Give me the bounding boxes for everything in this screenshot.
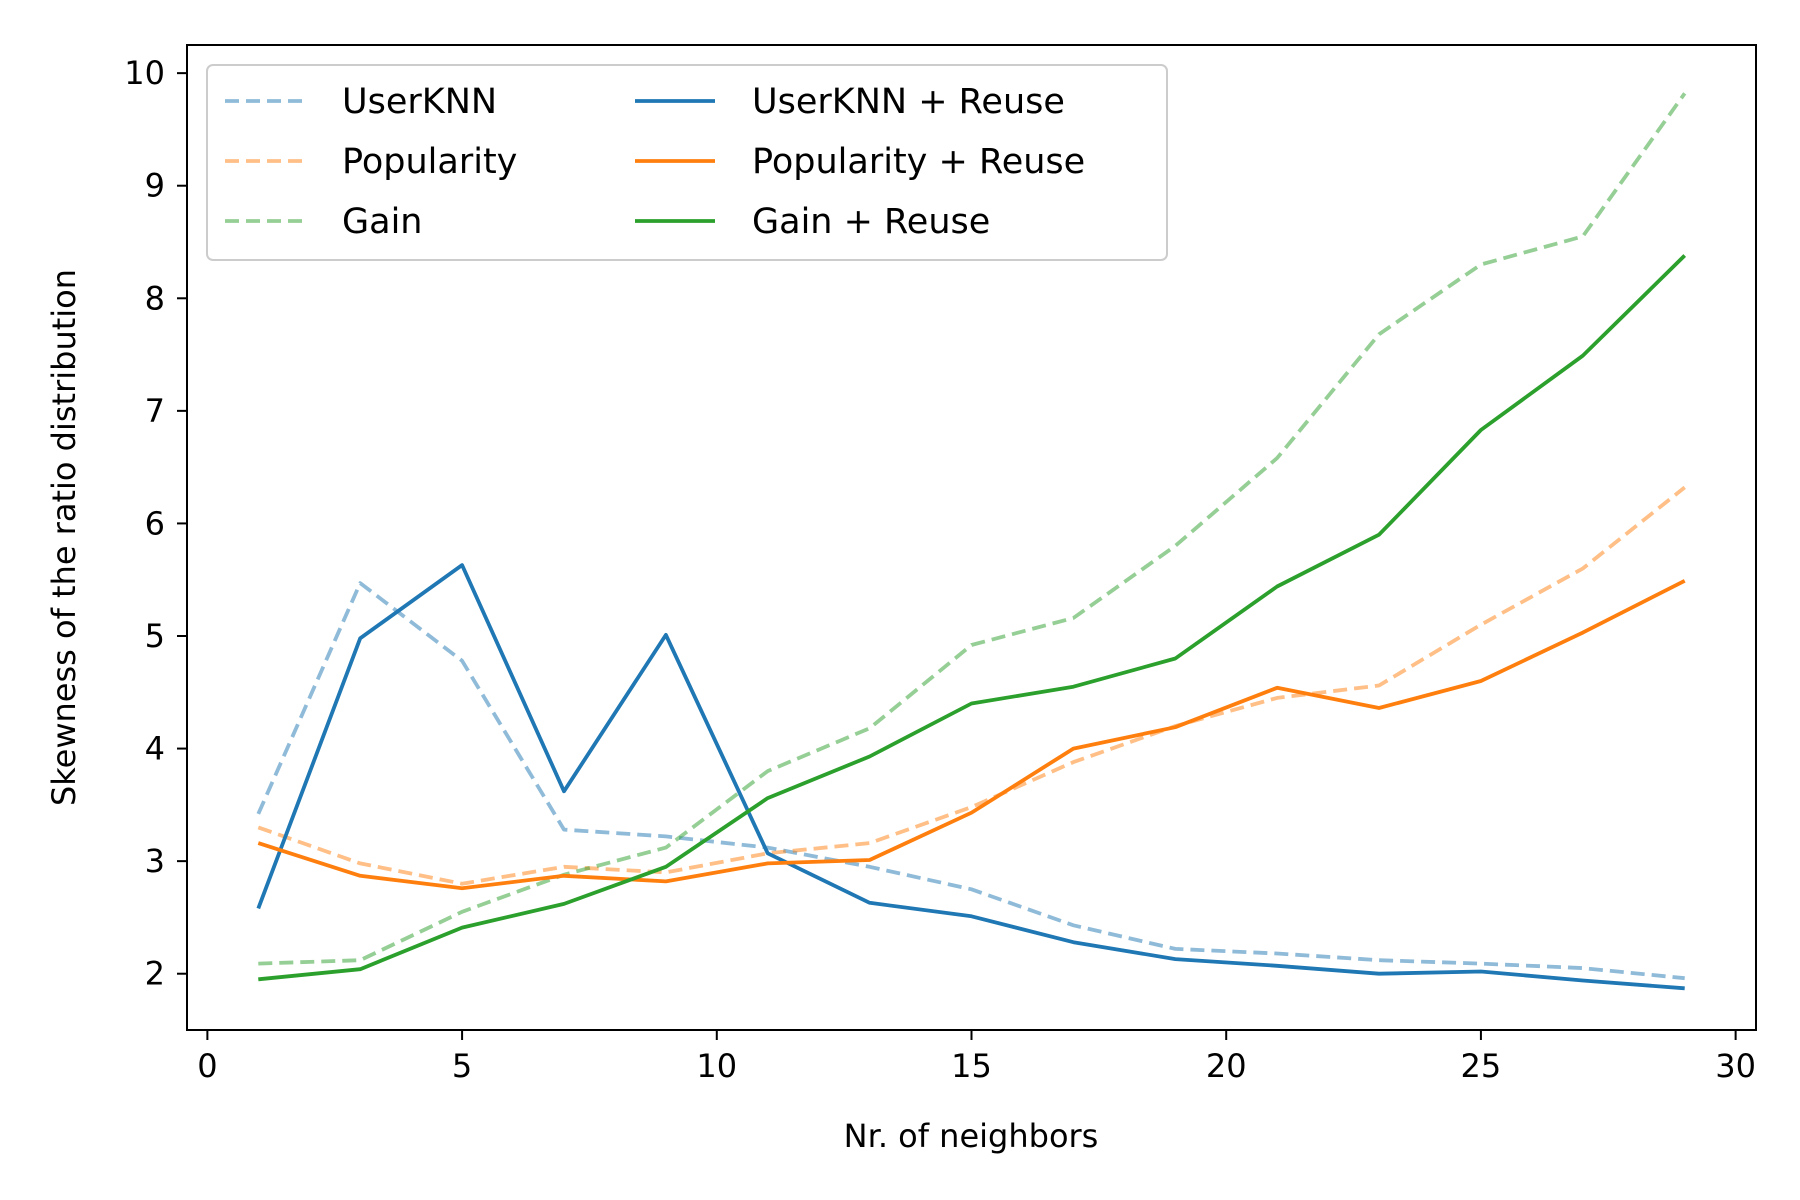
legend-label-2: Gain bbox=[342, 202, 422, 242]
x-tick-label: 15 bbox=[951, 1047, 992, 1085]
legend-label-1: Popularity bbox=[342, 142, 517, 182]
series-line-0 bbox=[256, 581, 1685, 981]
x-tick-label: 20 bbox=[1206, 1047, 1247, 1085]
x-tick-label: 5 bbox=[452, 1047, 472, 1085]
y-tick-label: 8 bbox=[145, 279, 165, 317]
y-tick-label: 9 bbox=[145, 167, 165, 205]
x-tick-label: 10 bbox=[696, 1047, 737, 1085]
x-tick-label: 25 bbox=[1461, 1047, 1502, 1085]
series-line-5 bbox=[258, 254, 1687, 982]
legend-label-5: Gain + Reuse bbox=[752, 202, 990, 242]
series-line-4 bbox=[257, 579, 1686, 891]
y-tick-label: 5 bbox=[145, 617, 165, 655]
y-tick-label: 6 bbox=[145, 504, 165, 542]
series-line-2 bbox=[258, 92, 1687, 966]
series-line-3 bbox=[256, 563, 1685, 991]
legend: UserKNN Popularity Gain UserKNN + Reuse Popu… bbox=[206, 64, 1168, 261]
series-layer bbox=[256, 92, 1687, 991]
legend-label-3: UserKNN + Reuse bbox=[752, 82, 1065, 122]
x-tick-label: 30 bbox=[1715, 1047, 1756, 1085]
y-tick-label: 7 bbox=[145, 392, 165, 430]
y-axis: 2 3 4 5 6 7 8 9 10 bbox=[124, 54, 187, 993]
y-tick-label: 10 bbox=[124, 54, 165, 92]
legend-label-0: UserKNN bbox=[342, 82, 497, 122]
y-tick-label: 2 bbox=[145, 955, 165, 993]
x-axis: 0 5 10 15 20 25 30 bbox=[197, 1030, 1756, 1085]
y-tick-label: 3 bbox=[145, 842, 165, 880]
y-axis-title: Skewness of the ratio distribution bbox=[45, 269, 83, 806]
y-tick-label: 4 bbox=[145, 730, 165, 768]
x-axis-title: Nr. of neighbors bbox=[844, 1117, 1099, 1155]
legend-label-4: Popularity + Reuse bbox=[752, 142, 1085, 182]
x-tick-label: 0 bbox=[197, 1047, 217, 1085]
